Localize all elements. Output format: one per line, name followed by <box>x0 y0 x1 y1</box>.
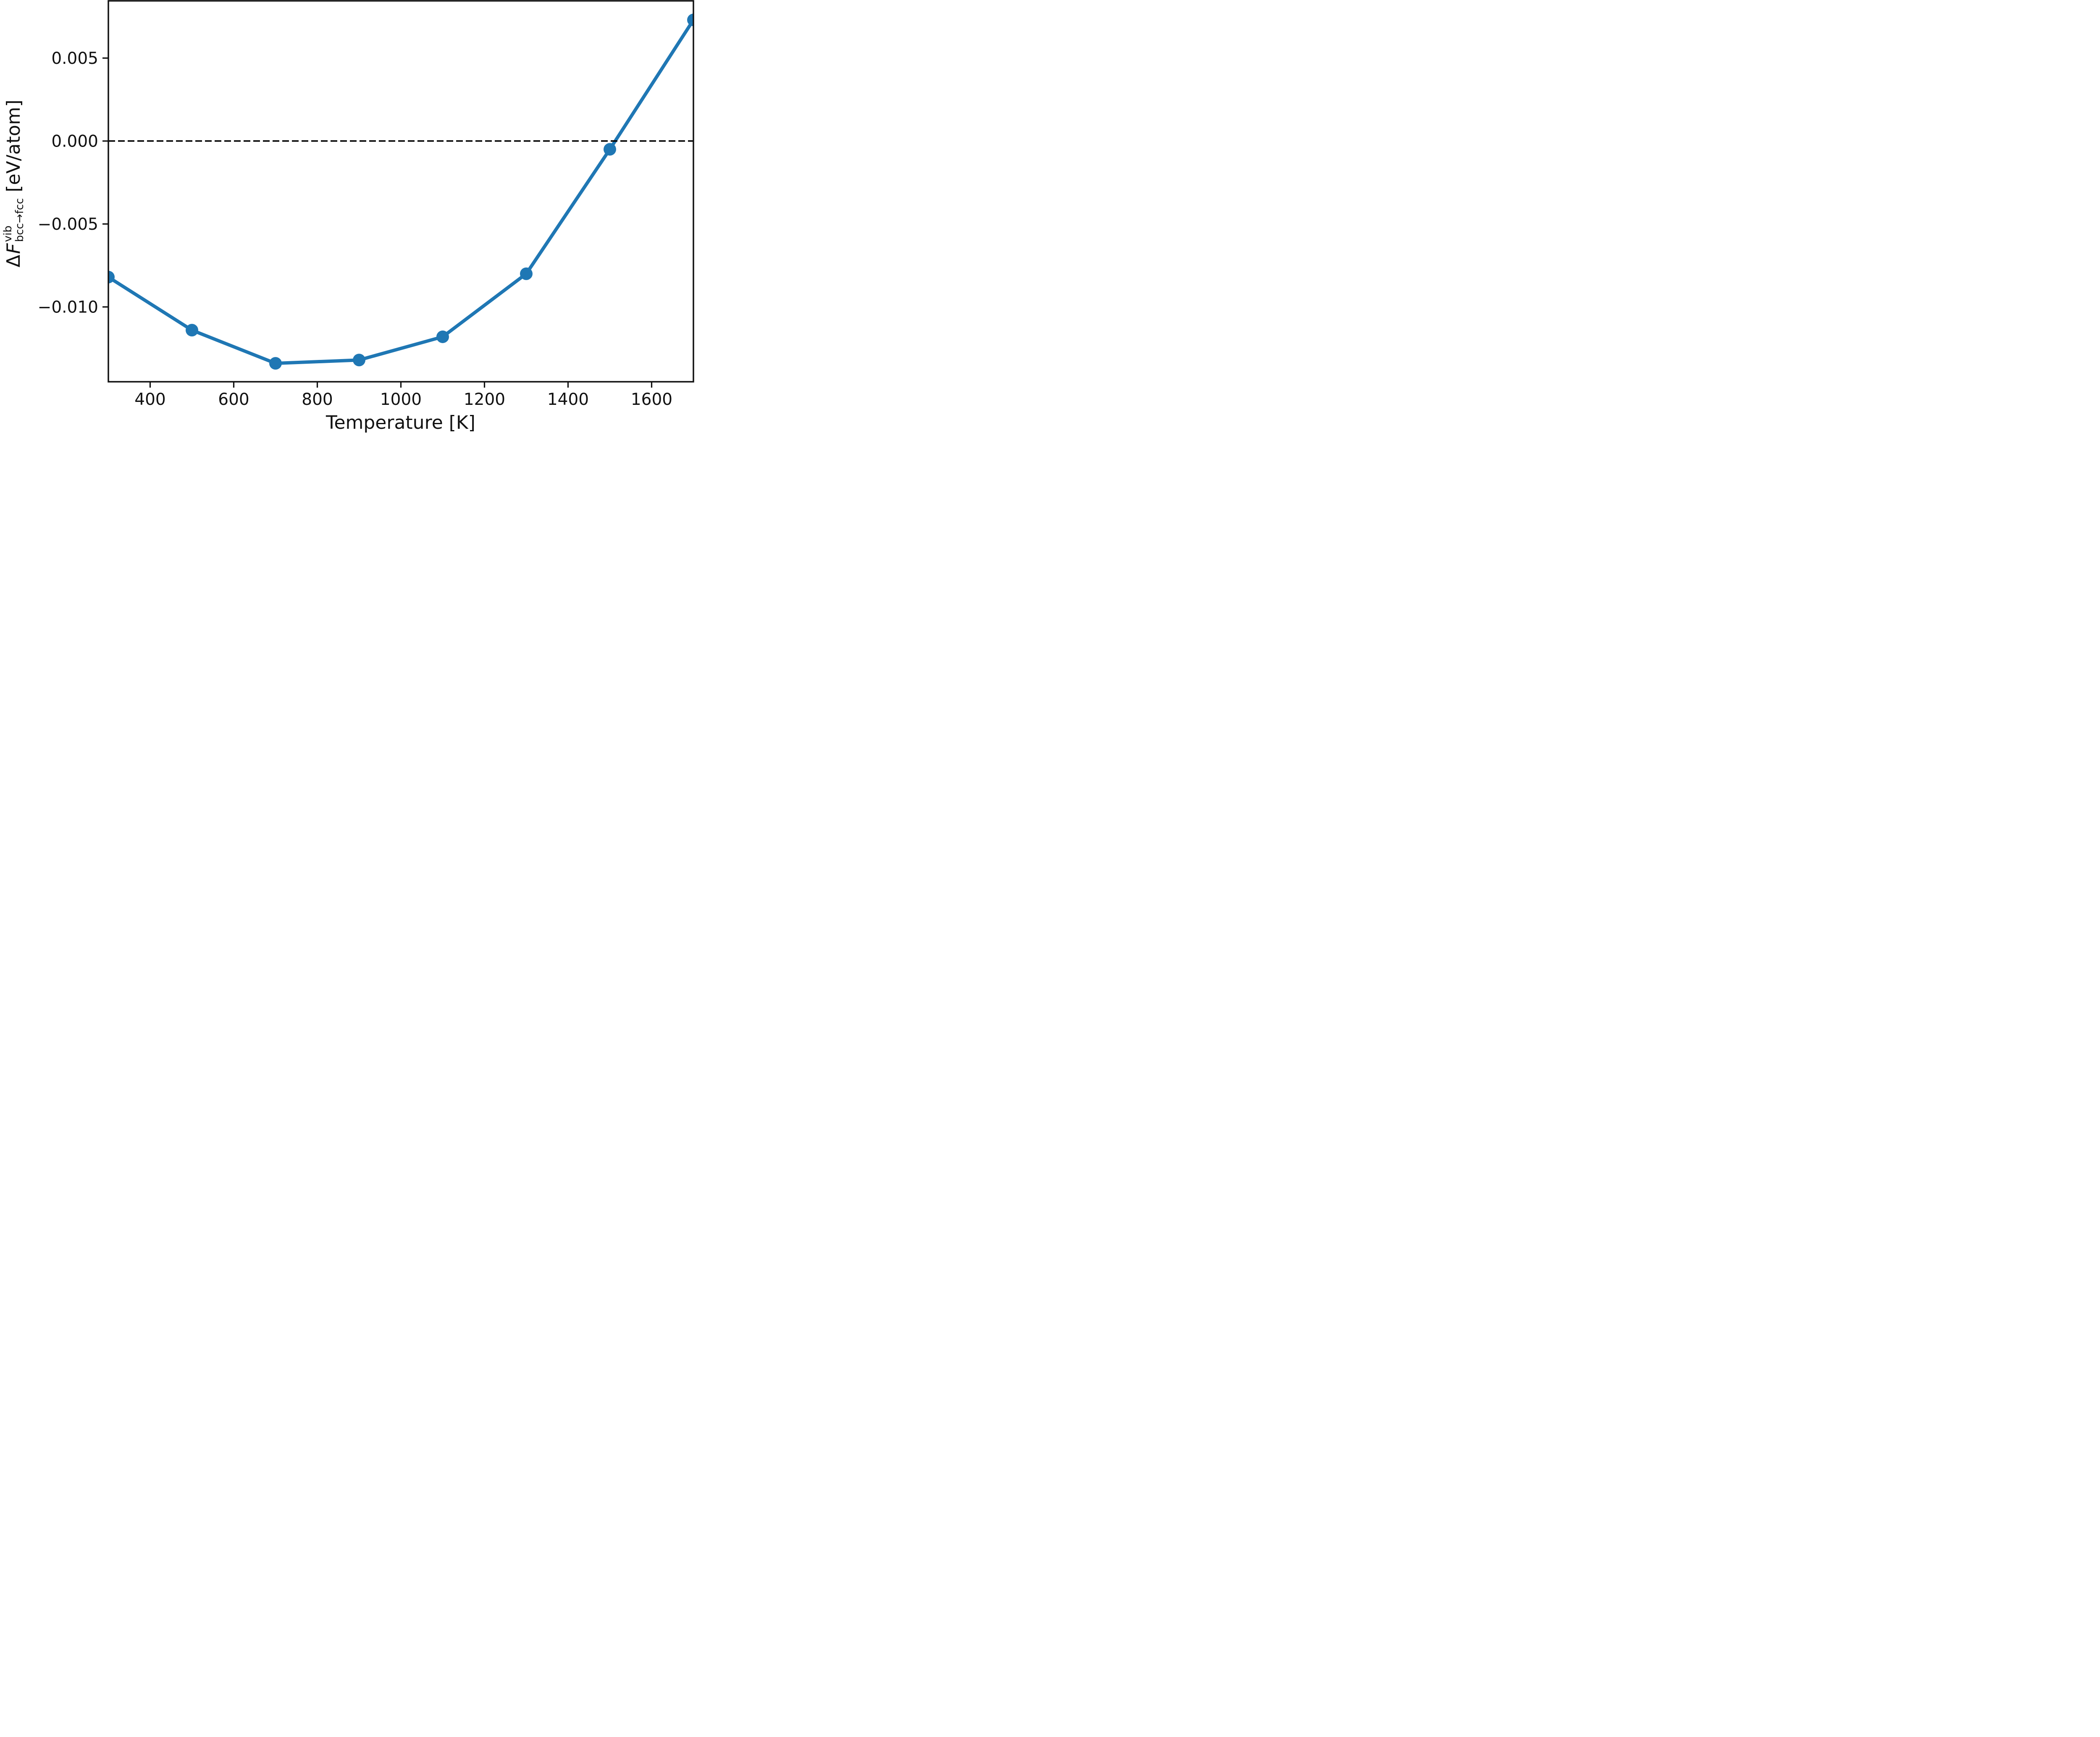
y-tick-label: 0.005 <box>51 49 98 68</box>
data-point-marker <box>353 354 365 367</box>
y-tick-label: 0.000 <box>51 132 98 151</box>
y-tick-label: −0.010 <box>38 298 98 317</box>
data-point-marker <box>604 143 616 156</box>
ylabel-superscript: vib <box>1 226 14 242</box>
figure: 400 600 800 1000 1200 1400 1600 0.005 0.000 −0.00… <box>0 0 695 434</box>
data-point-marker <box>186 324 198 337</box>
x-tick-label: 800 <box>302 390 333 409</box>
x-tick-label: 400 <box>134 390 165 409</box>
x-tick-label: 1000 <box>380 390 422 409</box>
plot-border <box>108 0 694 383</box>
data-series <box>108 13 693 370</box>
axis-ticks: 400 600 800 1000 1200 1400 1600 0.005 0.000 −0.00… <box>38 49 672 409</box>
ylabel-delta: Δ <box>3 255 24 268</box>
x-tick-label: 1400 <box>547 390 589 409</box>
y-tick-label: −0.005 <box>38 215 98 234</box>
data-point-marker <box>520 267 533 280</box>
data-point-marker <box>687 13 693 26</box>
data-point-marker <box>108 270 115 283</box>
ylabel-unit: [eV/atom] <box>3 100 24 192</box>
line-chart: 400 600 800 1000 1200 1400 1600 0.005 0.000 −0.00… <box>38 0 694 433</box>
ylabel-subscript: bcc→fcc <box>13 198 26 242</box>
x-axis-label: Temperature [K] <box>326 412 475 433</box>
data-point-marker <box>269 357 282 370</box>
x-tick-label: 600 <box>218 390 249 409</box>
data-point-marker <box>436 330 449 343</box>
curve-line <box>108 18 693 365</box>
x-tick-label: 1200 <box>464 390 505 409</box>
ylabel-symbol-F: F <box>3 243 24 254</box>
ylabel-subsuperscript: vib bcc→fcc <box>2 198 26 242</box>
x-tick-label: 1600 <box>631 390 672 409</box>
y-axis-label: Δ F vib bcc→fcc [eV/atom] <box>2 100 26 267</box>
